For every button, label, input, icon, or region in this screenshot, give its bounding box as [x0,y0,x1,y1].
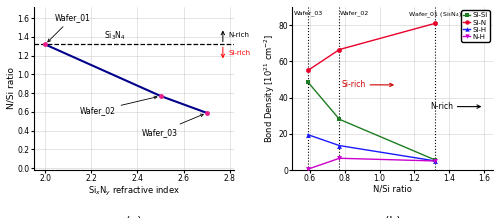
Si-Si [336,118,342,121]
Si-H [305,133,311,136]
Text: Wafer_03: Wafer_03 [294,10,322,16]
N-H [432,160,438,162]
N-H [305,168,311,170]
Text: (a): (a) [126,216,142,218]
Si-Si [305,81,311,83]
Si-N [432,22,438,25]
Si-Si [432,159,438,161]
Y-axis label: N/Si ratio: N/Si ratio [7,68,16,109]
Line: N-H: N-H [306,156,438,172]
X-axis label: N/Si ratio: N/Si ratio [373,185,412,194]
Line: Si-H: Si-H [306,132,438,164]
X-axis label: Si$_x$N$_y$ refractive index: Si$_x$N$_y$ refractive index [88,185,180,198]
Line: Si-Si: Si-Si [306,80,438,162]
Si-H [432,160,438,162]
N-H [336,157,342,160]
Text: Si-rich: Si-rich [228,50,251,56]
Text: Si-rich: Si-rich [342,80,365,89]
Text: Wafer_02: Wafer_02 [340,10,368,16]
Text: Si$_3$N$_4$: Si$_3$N$_4$ [104,30,125,42]
Text: N-rich: N-rich [228,32,250,38]
Legend: Si-Si, Si-N, Si-H, N-H: Si-Si, Si-N, Si-H, N-H [461,10,490,42]
Text: (b): (b) [385,216,400,218]
Si-N [336,48,342,51]
Y-axis label: Bond Density [10$^{21}$ cm$^{-2}$]: Bond Density [10$^{21}$ cm$^{-2}$] [262,34,277,143]
Text: Wafer_03: Wafer_03 [142,114,204,137]
Text: N-rich: N-rich [430,102,453,111]
Text: Wafer_01: Wafer_01 [48,13,90,42]
Text: Wafer_02: Wafer_02 [80,96,157,115]
Line: Si-N: Si-N [306,21,438,73]
Si-H [336,144,342,147]
Text: Wafer_01 (Si$_3$N$_4$): Wafer_01 (Si$_3$N$_4$) [408,10,463,20]
Si-N [305,69,311,72]
